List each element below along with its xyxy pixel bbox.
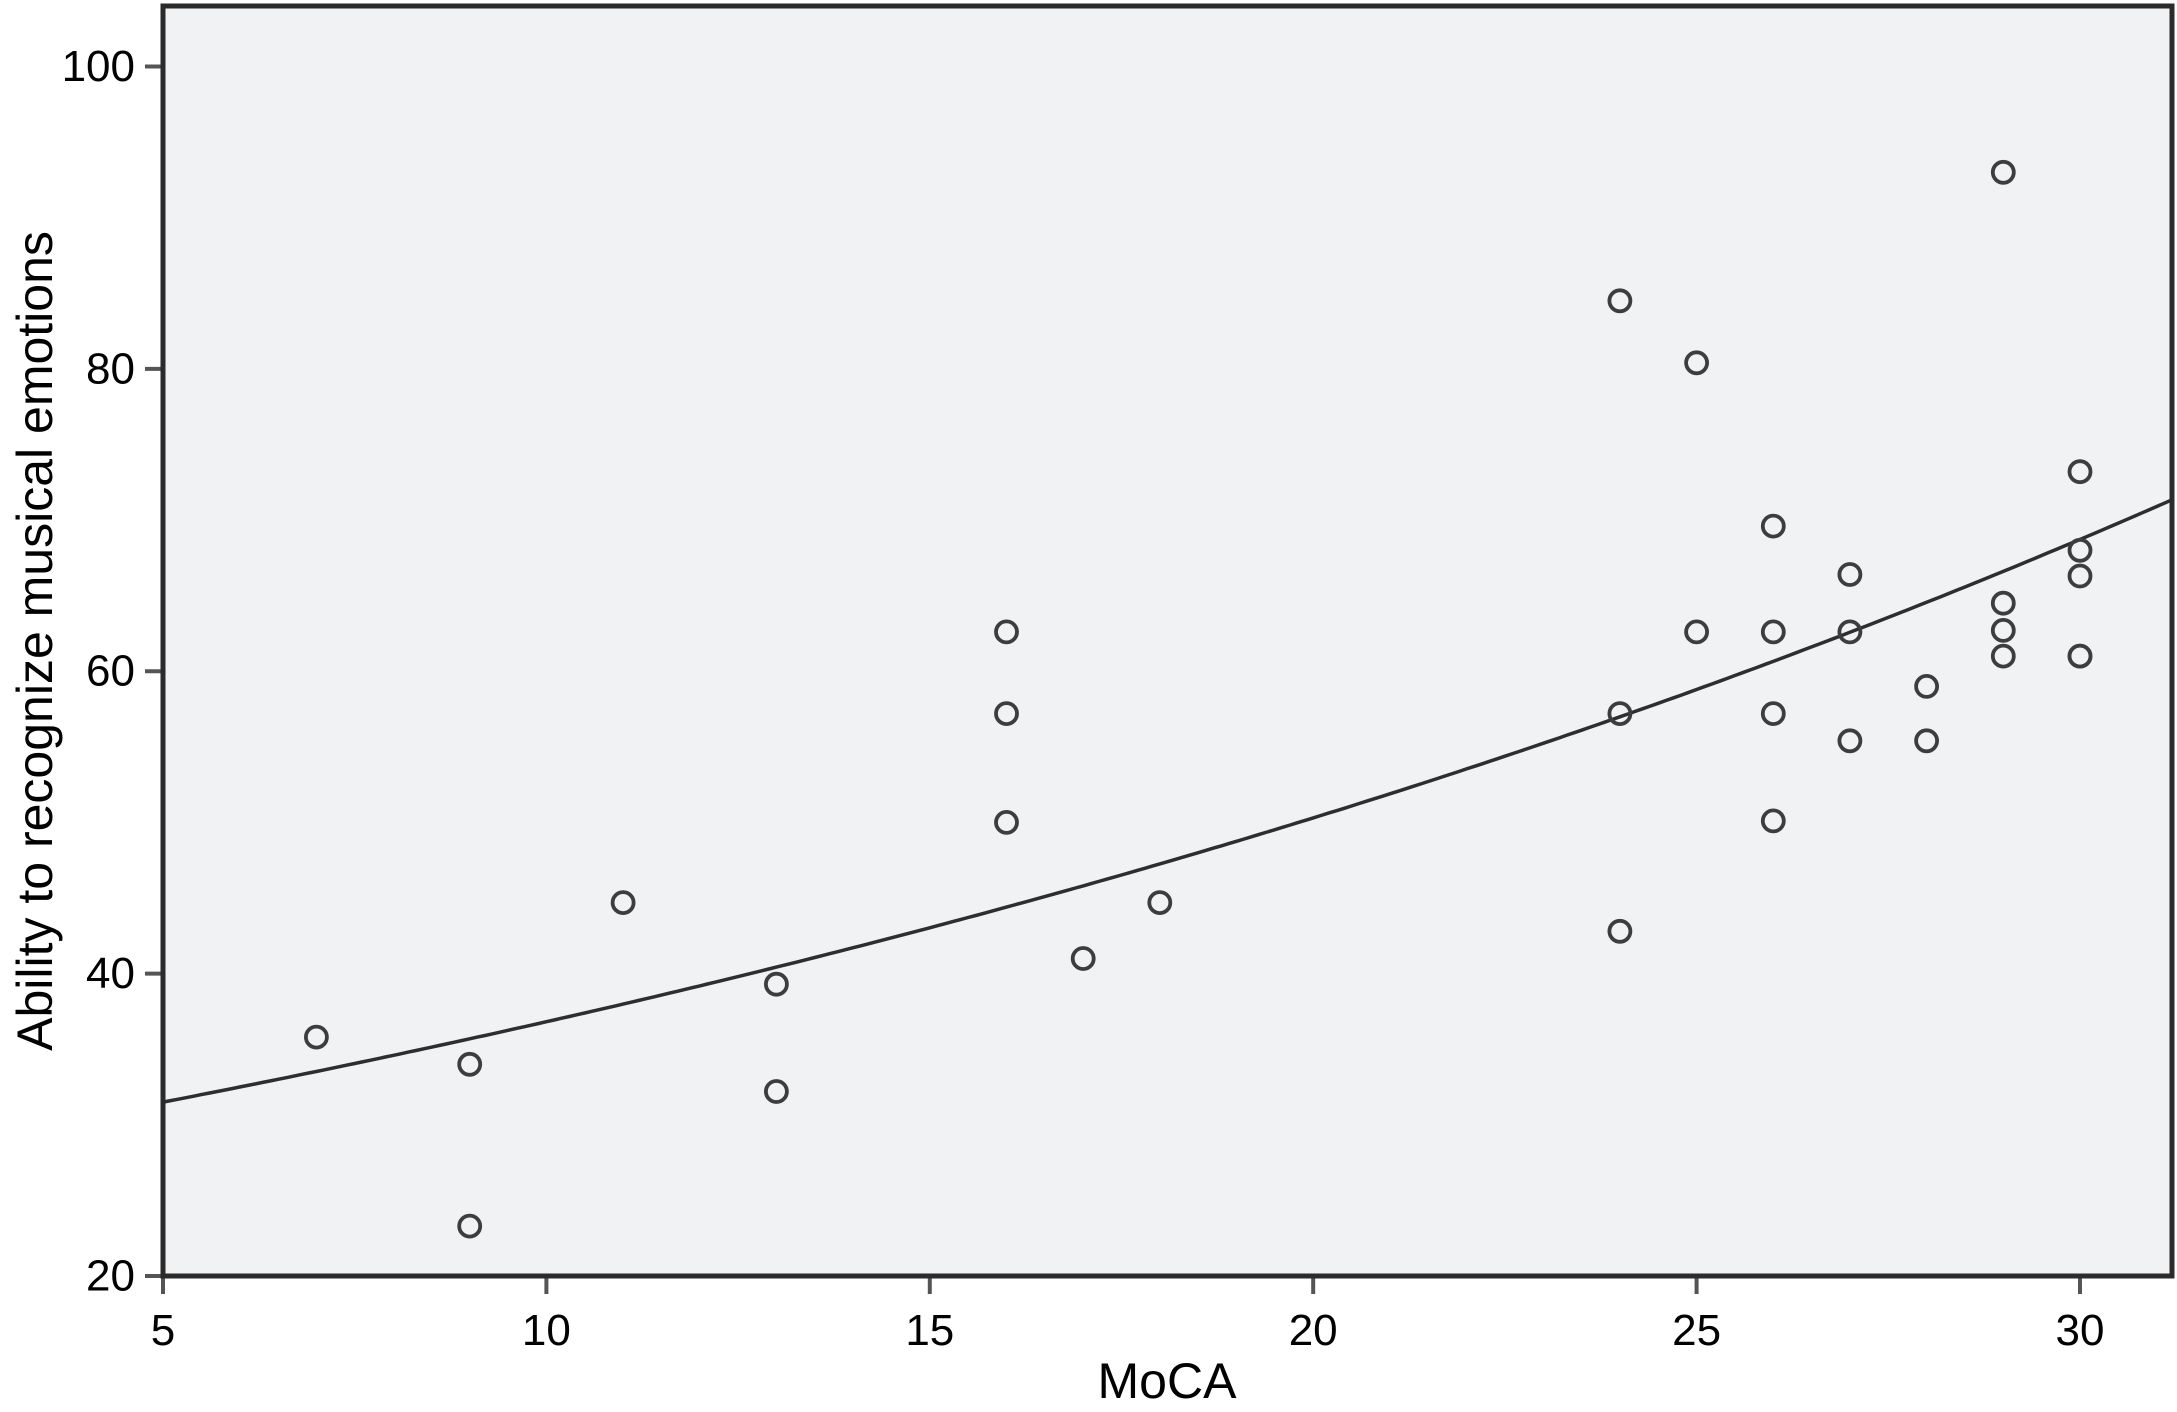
x-tick-label: 25 [1672, 1306, 1721, 1355]
data-point-marker [1837, 562, 1863, 587]
data-point-marker [994, 619, 1019, 645]
data-point-marker [1607, 918, 1633, 944]
x-tick-label: 20 [1289, 1306, 1338, 1355]
x-tick-label: 15 [905, 1306, 954, 1355]
data-point-marker [1990, 590, 2016, 616]
data-point-marker [2067, 459, 2093, 485]
data-point-marker [1837, 619, 1863, 645]
data-point-marker [1914, 728, 1939, 754]
data-point-marker [457, 1213, 483, 1239]
plot-area [163, 6, 2172, 1276]
data-point-marker [457, 1051, 483, 1077]
tick-labels-layer: 5 10 15 20 25 30 20 40 60 80 100 [62, 42, 2105, 1355]
data-point-marker [1760, 619, 1786, 645]
x-tick-label: 5 [151, 1306, 175, 1355]
data-point-marker [1070, 946, 1096, 971]
y-tick-label: 40 [86, 949, 135, 998]
data-point-marker [764, 1079, 789, 1104]
x-tick-label: 10 [522, 1306, 571, 1355]
y-tick-label: 60 [86, 647, 135, 696]
data-point-marker [1607, 701, 1633, 726]
plot-frame [160, 3, 2175, 1279]
axis-ticks-layer [145, 64, 2082, 1294]
data-point-marker [994, 701, 1019, 726]
y-tick-label: 100 [62, 42, 135, 91]
data-point-marker [610, 890, 636, 915]
data-point-marker [2067, 537, 2093, 563]
data-point-marker [1760, 808, 1786, 834]
data-point-marker [764, 971, 789, 997]
data-point-marker [1837, 728, 1863, 754]
data-point-marker [303, 1024, 329, 1050]
y-tick-label: 20 [86, 1252, 135, 1301]
data-point-marker [1760, 513, 1786, 539]
trend-line [162, 498, 2173, 1104]
data-point-marker [1684, 350, 1709, 376]
data-point-marker [1607, 288, 1633, 314]
data-point-marker [1760, 701, 1786, 726]
data-point-marker [1914, 674, 1939, 699]
x-tick-label: 30 [2056, 1306, 2105, 1355]
trend-line-layer [162, 498, 2173, 1104]
y-axis-title: Ability to recognize musical emotions [7, 231, 63, 1051]
y-tick-label: 80 [86, 344, 135, 393]
x-axis-title: MoCA [1098, 1353, 1238, 1409]
data-point-marker [2067, 563, 2093, 589]
data-point-marker [1990, 643, 2016, 669]
data-point-marker [1684, 619, 1709, 645]
data-point-marker [1147, 890, 1173, 915]
data-point-marker [994, 810, 1019, 835]
data-point-marker [1990, 618, 2016, 643]
data-point-marker [1990, 159, 2016, 185]
data-points-layer [303, 159, 2093, 1239]
data-point-marker [2067, 643, 2093, 669]
